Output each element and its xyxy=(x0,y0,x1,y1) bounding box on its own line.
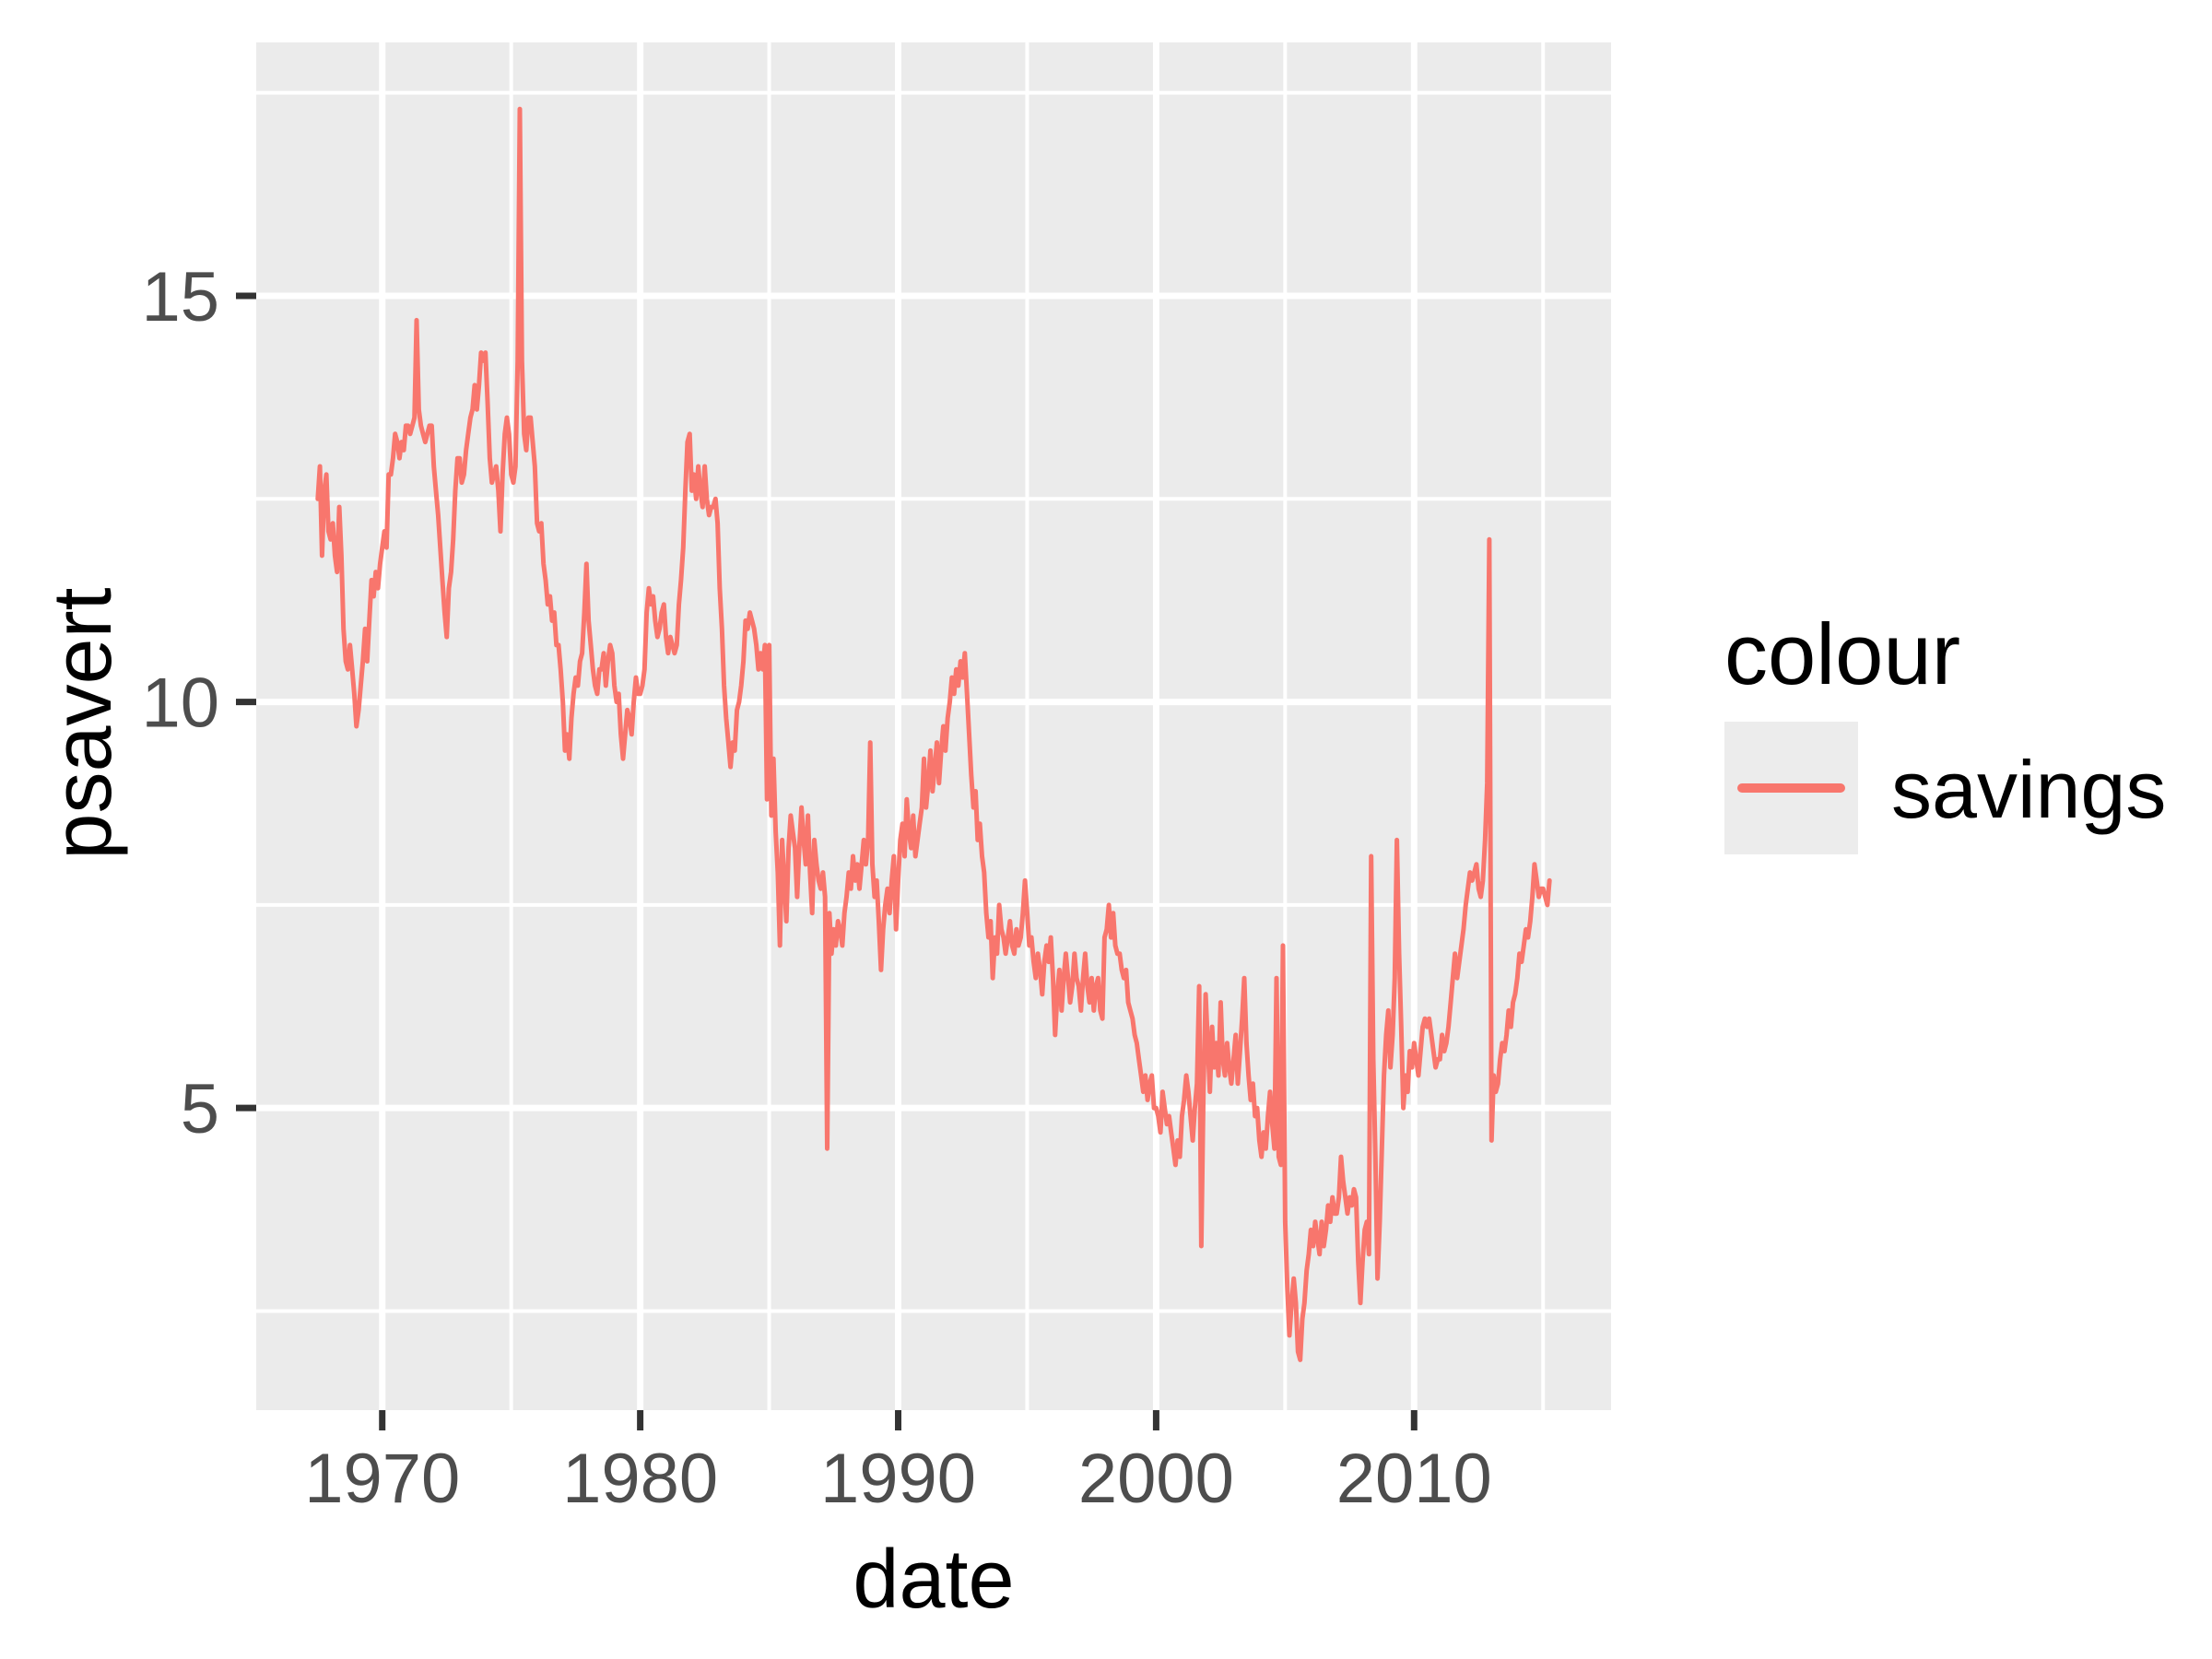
x-axis-title: date xyxy=(853,1534,1015,1626)
x-tick-label: 1970 xyxy=(304,1440,460,1518)
y-tick-label: 5 xyxy=(181,1070,219,1148)
legend-title: colour xyxy=(1724,606,1961,702)
y-tick-label: 10 xyxy=(141,665,219,743)
savings-line-series xyxy=(315,106,1552,1362)
x-tick-label: 1990 xyxy=(820,1440,976,1518)
legend-label-savings: savings xyxy=(1891,744,2167,835)
plot-panel xyxy=(256,42,1611,1410)
x-tick-label: 1980 xyxy=(562,1440,718,1518)
y-tick-label: 15 xyxy=(141,258,219,336)
legend-key-savings xyxy=(1724,722,1858,854)
x-tick-label: 2000 xyxy=(1078,1440,1234,1518)
y-axis-title: psavert xyxy=(37,587,129,860)
x-tick-label: 2010 xyxy=(1336,1440,1492,1518)
legend-key-line-icon xyxy=(1737,783,1845,793)
